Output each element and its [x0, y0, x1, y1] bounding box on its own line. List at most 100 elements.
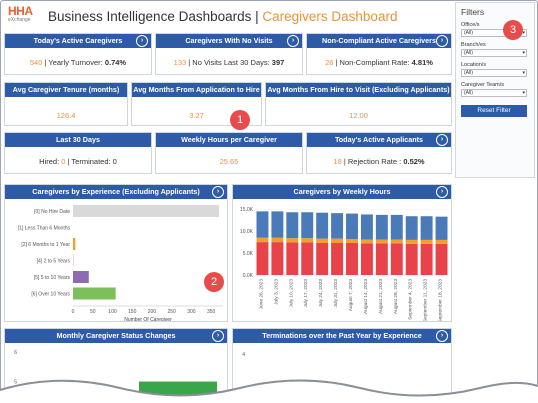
drilldown-arrow-icon[interactable]: › [436, 330, 448, 342]
drilldown-arrow-icon[interactable]: › [287, 35, 299, 47]
y-tick-label: 5 [14, 380, 17, 386]
logo-text: HHA [8, 4, 33, 18]
weekly-hours-value: 25.65 [219, 157, 239, 166]
drilldown-arrow-icon[interactable]: › [436, 134, 448, 146]
category-label: [0] No Hire Date [34, 209, 70, 215]
title-accent: Caregivers Dashboard [262, 9, 398, 24]
chevron-down-icon: ▾ [522, 70, 525, 76]
stacked-bar-segment [316, 242, 329, 275]
x-tick-label: 50 [90, 309, 96, 315]
stacked-bar-segment [435, 216, 448, 240]
branch-select-value: (All) [464, 50, 473, 56]
chart-title: Caregivers by Weekly Hours [293, 187, 391, 196]
stacked-bar-segment [390, 243, 403, 275]
location-select[interactable]: (All) ▾ [461, 69, 527, 77]
team-select-value: (All) [464, 90, 473, 96]
x-tick-label: July 24, 2023 [318, 279, 324, 308]
kpi-avg-tenure: Avg Caregiver Tenure (months) 126.4 [4, 82, 128, 126]
drilldown-arrow-icon[interactable]: › [212, 330, 224, 342]
page-title: Business Intelligence Dashboards | Careg… [48, 9, 397, 24]
x-tick-label: August 14, 2023 [363, 279, 369, 314]
kpi-title: Avg Months From Application to Hire [133, 85, 260, 94]
x-tick-label: September 4, 2023 [408, 279, 414, 320]
stacked-bar-segment [420, 216, 433, 240]
x-tick-label: August 21, 2023 [378, 279, 384, 314]
kpi-label: | Rejection Rate : [341, 157, 404, 166]
stacked-bar-segment [375, 214, 388, 240]
stacked-bar-segment [301, 212, 314, 239]
stacked-bar-segment [405, 239, 418, 244]
kpi-title: Avg Months From Hire to Visit (Excluding… [267, 85, 450, 94]
experience-bar-chart: [0] No Hire Date [1] Less Than 6 Months [2… [18, 205, 223, 321]
stacked-bar-segment [405, 216, 418, 240]
stacked-bar-segment [286, 242, 299, 275]
stacked-bar-segment [331, 242, 344, 275]
stacked-bar-segment [271, 242, 284, 275]
stacked-bar-segment [405, 243, 418, 275]
callout-badge-3: 3 [503, 20, 523, 40]
title-main: Business Intelligence Dashboards [48, 9, 252, 24]
no-visit-count: 133 [173, 58, 187, 67]
category-label: [4] 2 to 5 Years [37, 259, 71, 265]
stacked-bar-segment [375, 239, 388, 244]
office-filter-label: Office/s [461, 22, 480, 28]
branch-filter-label: Branch/es [461, 42, 486, 48]
stacked-bar-segment [286, 238, 299, 243]
experience-bar [73, 287, 116, 300]
x-tick-label: August 7, 2023 [348, 279, 354, 312]
x-tick-label: 300 [187, 309, 196, 315]
x-tick-label: September 11, 2023 [423, 279, 429, 322]
team-select[interactable]: (All) ▾ [461, 89, 527, 97]
logo-subtext: eXchange [8, 17, 31, 23]
weekly-hours-stacked-chart: 0.0K 5.0K 10.0K 15.0K June 26, 2023 July 3, 2… [240, 207, 449, 322]
experience-bar [73, 238, 76, 250]
filters-panel: Filters Office/s (All) ▾ Branch/es (All) ▾… [455, 2, 535, 178]
drilldown-arrow-icon[interactable]: › [436, 35, 448, 47]
x-tick-label: August 28, 2023 [393, 279, 399, 314]
kpi-label: | No Visits Last 30 Days: [186, 58, 272, 67]
stacked-bar-segment [331, 213, 344, 239]
kpi-label: | Non-Compliant Rate: [333, 58, 412, 67]
kpi-label: | Yearly Turnover: [42, 58, 105, 67]
terminated-label: | Terminated: [65, 157, 113, 166]
kpi-title: Non-Compliant Active Caregivers [322, 36, 436, 45]
branch-select[interactable]: (All) ▾ [461, 49, 527, 57]
kpi-no-visits: Caregivers With No Visits › 133 | No Visi… [155, 33, 303, 75]
stacked-bar-segment [346, 239, 358, 243]
stacked-bar-segment [435, 243, 448, 275]
category-label: [5] 5 to 10 Years [34, 275, 71, 281]
kpi-title: Last 30 Days [56, 135, 100, 144]
stacked-bar-segment [316, 212, 329, 239]
office-select-value: (All) [464, 30, 473, 36]
stacked-bar-segment [420, 239, 433, 244]
non-compliant-rate: 4.81% [411, 58, 433, 67]
x-tick-label: 200 [148, 309, 157, 315]
stacked-bar-segment [286, 212, 299, 239]
stacked-bar-segment [316, 238, 329, 243]
drilldown-arrow-icon[interactable]: › [436, 186, 448, 198]
x-tick-label: 150 [128, 309, 137, 315]
stacked-bar-segment [375, 243, 388, 275]
kpi-hire-to-visit: Avg Months From Hire to Visit (Excluding… [265, 82, 452, 126]
applicant-count: 18 [333, 157, 342, 166]
location-filter-label: Location/s [461, 62, 487, 68]
reset-filter-button[interactable]: Reset Filter [461, 105, 527, 117]
stacked-bar-segment [420, 243, 433, 275]
experience-chart-panel: Caregivers by Experience (Excluding Appl… [4, 184, 228, 322]
stacked-bar-segment [271, 211, 284, 238]
drilldown-arrow-icon[interactable]: › [212, 186, 224, 198]
x-tick-label: July 10, 2023 [288, 279, 294, 308]
kpi-title: Today's Active Caregivers [33, 36, 123, 45]
hired-count: 0 [61, 157, 66, 166]
experience-bar [73, 271, 89, 283]
y-tick-label: 5.0K [243, 251, 254, 257]
stacked-bar-segment [360, 243, 373, 275]
office-select[interactable]: (All) ▾ [461, 29, 527, 37]
experience-bar [73, 205, 220, 217]
x-tick-label: 250 [168, 309, 177, 315]
chevron-down-icon: ▾ [522, 90, 525, 96]
drilldown-arrow-icon[interactable]: › [136, 35, 148, 47]
hire-to-visit-value: 12.00 [349, 111, 368, 120]
torn-edge-decoration [0, 379, 538, 403]
x-tick-label: July 17, 2023 [303, 279, 309, 308]
